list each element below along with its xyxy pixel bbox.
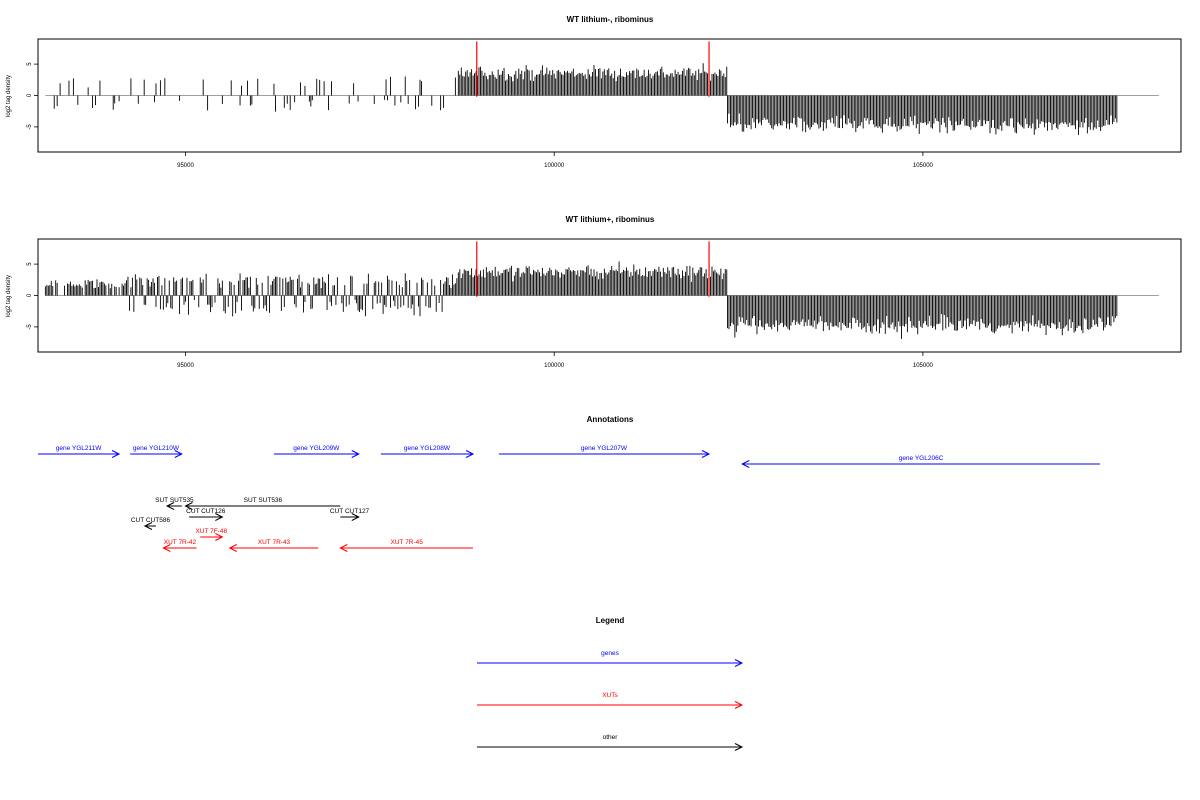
feature-label: XUT 7F-48 [195, 528, 227, 535]
arrow-head [111, 450, 121, 458]
y-tick-label: 0 [27, 293, 33, 297]
arrow-head [174, 450, 183, 458]
arrow-head [215, 533, 224, 541]
panel-2-yaxis: -5 0 5 [27, 262, 38, 330]
feature-label: gene YGL206C [899, 455, 944, 462]
panel-2-title: WT lithium+, ribominus [566, 215, 655, 224]
y-tick-label: -5 [27, 124, 33, 130]
panel-2-xaxis: 95000 100000 105000 [177, 352, 934, 369]
arrow-head [184, 502, 193, 510]
arrow-head [351, 450, 360, 458]
feature-gene: gene YGL209W [273, 445, 360, 458]
feature-other: SUT SUT536 [184, 497, 341, 510]
x-tick-label: 105000 [913, 363, 934, 369]
legend-label: genes [601, 650, 619, 657]
arrow-head [143, 522, 153, 530]
feature-label: XUT 7R-43 [258, 539, 291, 546]
panel-1-markers [476, 41, 710, 97]
y-tick-label: 0 [27, 93, 33, 97]
arrow-head [215, 513, 224, 521]
feature-xut: XUT 7R-42 [162, 539, 197, 552]
feature-gene: gene YGL208W [380, 445, 475, 458]
feature-xut: XUT 7F-48 [195, 528, 228, 541]
arrow-head [734, 659, 744, 667]
feature-label: gene YGL208W [404, 445, 451, 452]
arrow-head [228, 544, 237, 552]
panel-2-markers [476, 241, 710, 297]
annotation-features: gene YGL211W gene YGL210W gene YGL209W gene… [38, 445, 1100, 552]
feature-other: CUT CUT127 [330, 508, 370, 521]
legend-label: XUTs [602, 692, 618, 699]
legend-item-xut: XUTs [477, 692, 744, 709]
panel-1-title: WT lithium-, ribominus [567, 15, 654, 24]
x-tick-label: 105000 [913, 163, 934, 169]
arrow-head [165, 502, 175, 510]
annotations-title: Annotations [587, 415, 634, 424]
feature-gene: gene YGL211W [38, 445, 121, 458]
panel-lithium-minus: WT lithium-, ribominus log2 tag density … [6, 15, 1182, 169]
feature-label: XUT 7R-45 [391, 539, 424, 546]
panel-2-bars [44, 261, 1159, 339]
x-tick-label: 95000 [177, 163, 194, 169]
arrow-head [734, 701, 744, 709]
legend-items: genes XUTs other [477, 650, 744, 751]
feature-other: CUT CUT126 [186, 508, 226, 521]
arrow-head [339, 544, 348, 552]
feature-label: CUT CUT127 [330, 508, 370, 515]
feature-xut: XUT 7R-43 [228, 539, 319, 552]
feature-label: gene YGL211W [56, 445, 103, 452]
density-bars [53, 63, 1118, 135]
panel-2-ylabel: log2 tag density [6, 275, 12, 317]
arrow-head [701, 450, 711, 458]
feature-label: XUT 7R-42 [164, 539, 197, 546]
arrow-head [741, 460, 750, 468]
feature-label: SUT SUT535 [155, 497, 194, 504]
feature-label: gene YGL210W [133, 445, 180, 452]
legend-item-gene: genes [477, 650, 744, 667]
density-bars [44, 261, 1118, 339]
feature-xut: XUT 7R-45 [339, 539, 474, 552]
feature-label: gene YGL207W [581, 445, 628, 452]
y-tick-label: 5 [27, 62, 33, 66]
annotations-panel: Annotations gene YGL211W gene YGL210W gene… [38, 415, 1100, 552]
feature-gene: gene YGL206C [741, 455, 1100, 468]
legend-panel: Legend genes XUTs other [477, 616, 744, 751]
arrow-head [465, 450, 475, 458]
y-tick-label: -5 [27, 324, 33, 330]
y-tick-label: 5 [27, 262, 33, 266]
legend-item-other: other [477, 734, 744, 751]
feature-label: gene YGL209W [293, 445, 340, 452]
panel-1-bars [45, 63, 1159, 135]
legend-title: Legend [596, 616, 625, 625]
x-tick-label: 100000 [544, 163, 565, 169]
panel-lithium-plus: WT lithium+, ribominus log2 tag density … [6, 215, 1182, 369]
panel-1-yaxis: -5 0 5 [27, 62, 38, 130]
x-tick-label: 95000 [177, 363, 194, 369]
feature-gene: gene YGL207W [498, 445, 711, 458]
feature-label: CUT CUT586 [131, 517, 171, 524]
feature-other: SUT SUT535 [155, 497, 194, 510]
feature-gene: gene YGL210W [130, 445, 183, 458]
arrow-head [734, 743, 744, 751]
arrow-head [162, 544, 171, 552]
feature-label: SUT SUT536 [244, 497, 283, 504]
x-tick-label: 100000 [544, 363, 565, 369]
panel-1-xaxis: 95000 100000 105000 [177, 152, 934, 169]
arrow-head [351, 513, 360, 521]
legend-label: other [603, 734, 619, 741]
feature-label: CUT CUT126 [186, 508, 226, 515]
feature-other: CUT CUT586 [131, 517, 171, 530]
panel-1-ylabel: log2 tag density [6, 75, 12, 117]
